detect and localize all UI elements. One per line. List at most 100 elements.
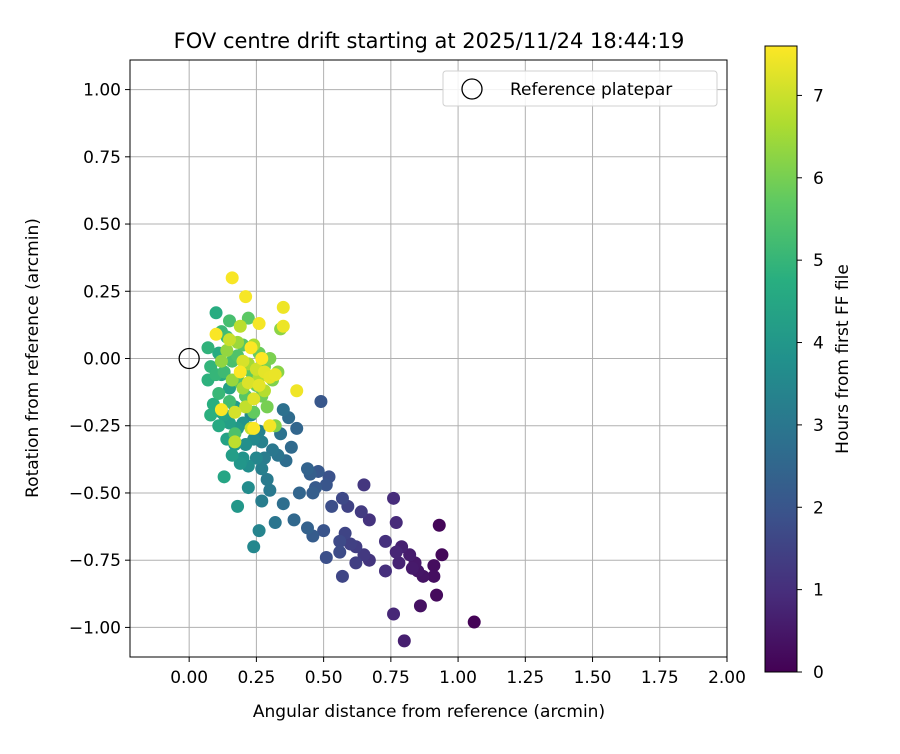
- data-point: [354, 505, 368, 519]
- data-point: [266, 443, 280, 457]
- data-point: [435, 548, 449, 562]
- data-points: [201, 271, 481, 648]
- data-point: [397, 634, 411, 648]
- data-point: [290, 384, 304, 398]
- data-point: [403, 548, 417, 562]
- x-tick-label: 1.00: [439, 668, 477, 688]
- data-point: [233, 456, 247, 470]
- data-point: [378, 534, 392, 548]
- colorbar-tick-label: 6: [813, 169, 824, 189]
- data-point: [319, 551, 333, 564]
- data-point: [335, 569, 349, 583]
- data-point: [223, 333, 236, 347]
- colorbar-tick-label: 5: [813, 251, 824, 271]
- data-point: [217, 365, 231, 379]
- y-tick-label: 0.50: [83, 215, 121, 235]
- data-point: [225, 373, 239, 387]
- data-point: [225, 271, 239, 285]
- data-point: [209, 306, 223, 320]
- data-point: [317, 524, 331, 538]
- data-point: [212, 386, 226, 400]
- data-point: [430, 588, 444, 602]
- y-tick-label: 0.75: [83, 148, 121, 168]
- x-tick-label: 0.00: [170, 668, 208, 688]
- data-point: [427, 569, 441, 583]
- y-tick-label: −1.00: [69, 618, 121, 638]
- x-tick-label: 1.75: [641, 668, 679, 688]
- y-tick-label: −0.75: [69, 551, 121, 571]
- data-point: [241, 311, 255, 325]
- data-point: [236, 354, 250, 368]
- colorbar-tick-label: 2: [813, 498, 824, 518]
- data-point: [212, 419, 226, 433]
- y-axis-label: Rotation from reference (arcmin): [23, 218, 43, 498]
- legend-marker-icon: [461, 78, 483, 100]
- data-point: [276, 497, 290, 511]
- data-point: [405, 561, 419, 575]
- data-point: [201, 341, 215, 355]
- legend-box: [442, 70, 718, 107]
- data-point: [335, 491, 349, 505]
- data-point: [255, 494, 269, 508]
- data-point: [228, 435, 242, 449]
- data-point: [217, 470, 231, 484]
- data-point: [247, 540, 261, 554]
- data-point: [290, 421, 304, 435]
- data-point: [225, 448, 239, 462]
- data-point: [231, 499, 245, 513]
- data-point: [268, 368, 282, 382]
- data-point: [300, 462, 314, 476]
- data-point: [241, 376, 255, 390]
- data-point: [214, 354, 228, 368]
- data-point: [204, 408, 218, 422]
- data-point: [209, 327, 223, 341]
- data-point: [287, 513, 301, 527]
- data-point: [427, 559, 441, 573]
- legend-label: Reference platepar: [510, 80, 672, 100]
- data-point: [344, 537, 358, 551]
- data-point: [389, 545, 403, 559]
- data-point: [247, 392, 261, 406]
- y-axis-ticks: 1.00 0.75 0.50 0.25 0.00 −0.25 −0.50 −0.75 −1.00: [69, 81, 130, 638]
- data-point: [314, 395, 328, 409]
- data-point: [392, 556, 406, 570]
- data-point: [239, 438, 253, 452]
- data-point: [228, 405, 242, 419]
- y-tick-label: 0.25: [83, 282, 121, 302]
- colorbar-gradient: [764, 45, 798, 673]
- x-tick-label: 0.50: [305, 668, 343, 688]
- colorbar-tick-label: 0: [813, 663, 824, 683]
- data-point: [233, 319, 247, 333]
- colorbar-tick-label: 4: [813, 334, 824, 354]
- data-point: [389, 516, 403, 530]
- data-point: [260, 473, 274, 487]
- reference-platepar-marker: [178, 347, 200, 370]
- x-tick-label: 0.75: [372, 668, 410, 688]
- data-point: [249, 451, 263, 465]
- data-point: [387, 607, 401, 621]
- x-tick-label: 0.25: [237, 668, 275, 688]
- data-point: [252, 317, 266, 331]
- legend: Reference platepar: [442, 70, 718, 107]
- data-point: [387, 491, 401, 505]
- y-tick-label: −0.50: [69, 484, 121, 504]
- colorbar-tick-label: 1: [813, 581, 824, 601]
- data-point: [247, 421, 261, 435]
- data-point: [467, 615, 481, 629]
- data-point: [244, 341, 258, 355]
- data-point: [268, 516, 282, 530]
- data-point: [252, 524, 266, 538]
- data-point: [292, 486, 306, 500]
- data-point: [233, 365, 247, 379]
- data-point: [349, 556, 363, 570]
- data-point: [223, 314, 236, 328]
- data-point: [214, 403, 228, 417]
- grid-lines: [130, 60, 728, 657]
- data-point: [306, 486, 320, 500]
- data-point: [220, 343, 234, 357]
- data-point: [252, 378, 266, 392]
- data-point: [284, 440, 298, 454]
- data-point: [276, 319, 290, 333]
